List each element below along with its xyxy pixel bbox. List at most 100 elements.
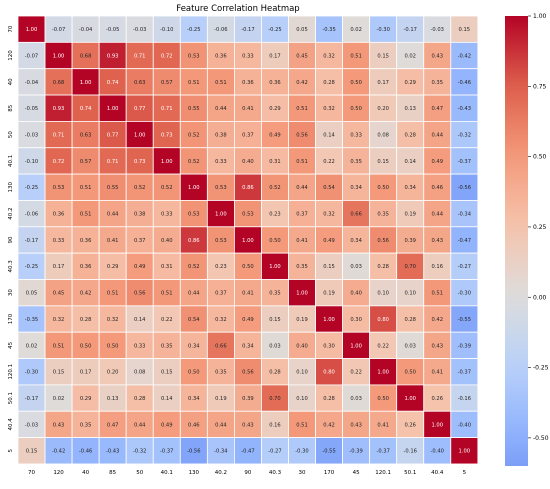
heatmap-cell-value: 0.51 <box>80 212 92 218</box>
heatmap-cell <box>179 200 208 228</box>
heatmap-cell-value: 0.35 <box>377 212 389 218</box>
heatmap-cell-value: 0.36 <box>53 212 65 218</box>
heatmap-cell-value: -0.40 <box>458 422 471 428</box>
heatmap-cell-value: 0.29 <box>269 106 281 112</box>
heatmap-cell <box>288 68 316 96</box>
heatmap-cell-value: 0.44 <box>188 291 200 297</box>
heatmap-cell-value: 1.00 <box>431 422 443 428</box>
heatmap-cell-value: 0.38 <box>134 212 146 218</box>
heatmap-cell <box>71 147 100 175</box>
x-tick-label: 40 <box>82 470 89 476</box>
heatmap-cell-value: 0.15 <box>161 370 173 376</box>
heatmap-cell-value: 1.00 <box>296 291 308 297</box>
heatmap-cell-value: -0.10 <box>25 159 38 165</box>
heatmap-cell <box>396 200 425 228</box>
heatmap-cell-value: -0.03 <box>431 27 444 33</box>
x-tick-label: 30 <box>299 470 306 476</box>
heatmap-cell-value: 0.34 <box>350 238 362 244</box>
heatmap-cell-value: 0.36 <box>242 80 254 86</box>
heatmap-cell-value: 0.53 <box>215 238 227 244</box>
heatmap-cell-value: 0.57 <box>161 80 173 86</box>
heatmap-cell <box>44 305 73 333</box>
heatmap-cell-value: 0.35 <box>269 291 281 297</box>
heatmap-cell-value: 0.26 <box>404 422 416 428</box>
x-tick-label: 120 <box>53 470 64 476</box>
heatmap-cell-value: 0.49 <box>161 422 173 428</box>
heatmap-cell <box>233 279 262 307</box>
heatmap-cell-value: 0.51 <box>296 422 308 428</box>
heatmap-cell-value: 0.72 <box>53 159 65 165</box>
heatmap-cell-value: 0.28 <box>323 396 335 402</box>
heatmap-cell-value: 0.08 <box>134 370 146 376</box>
heatmap-cell <box>450 94 479 122</box>
heatmap-cell-value: 0.05 <box>296 27 308 33</box>
heatmap-cell-value: 0.02 <box>26 343 38 349</box>
heatmap-cell-value: 0.34 <box>188 343 200 349</box>
heatmap-cell <box>450 305 479 333</box>
heatmap-cell <box>44 226 73 254</box>
heatmap-cell <box>423 94 452 122</box>
heatmap-cell <box>315 68 343 96</box>
heatmap-cell-value: 0.51 <box>350 53 362 59</box>
heatmap-cell-value: -0.30 <box>295 449 308 455</box>
heatmap-cell <box>71 41 100 70</box>
heatmap-cell-value: 0.35 <box>431 80 443 86</box>
heatmap-cell-value: 0.74 <box>107 80 119 86</box>
heatmap-cell-value: 0.34 <box>350 185 362 191</box>
heatmap-cell-value: -0.03 <box>25 132 38 138</box>
heatmap-cell-value: 0.52 <box>269 185 281 191</box>
heatmap-cell-value: 0.44 <box>296 185 308 191</box>
heatmap-cell-value: 0.50 <box>188 370 200 376</box>
heatmap-cell-value: 0.52 <box>188 132 200 138</box>
heatmap-cell <box>206 410 235 439</box>
heatmap-cell <box>261 331 289 359</box>
heatmap-cell-value: -0.05 <box>106 27 119 33</box>
heatmap-cell <box>261 305 289 333</box>
heatmap-cell-value: 0.28 <box>80 317 92 323</box>
heatmap-cell-value: 0.42 <box>296 80 308 86</box>
heatmap-cell <box>206 68 235 96</box>
heatmap-cell-value: -0.06 <box>214 27 227 33</box>
heatmap-cell-value: 0.71 <box>107 159 119 165</box>
heatmap-cell-value: 0.33 <box>215 159 227 165</box>
heatmap-cell-value: 0.20 <box>377 106 389 112</box>
heatmap-cell <box>423 437 452 465</box>
heatmap-cell-value: 0.43 <box>431 343 443 349</box>
heatmap-cell-value: 0.39 <box>242 396 254 402</box>
heatmap-cell <box>98 437 127 465</box>
heatmap-cell <box>315 226 343 254</box>
heatmap-cell-value: 0.16 <box>269 422 281 428</box>
heatmap-cell-value: 0.38 <box>215 132 227 138</box>
heatmap-cell-value: 0.51 <box>188 80 200 86</box>
heatmap-cell <box>17 121 46 149</box>
heatmap-cell <box>179 305 208 333</box>
heatmap-cell-value: 0.74 <box>80 106 92 112</box>
heatmap-cell-value: 0.37 <box>215 291 227 297</box>
heatmap-cell-value: -0.35 <box>25 317 38 323</box>
heatmap-cell-value: 0.03 <box>350 396 362 402</box>
heatmap-cell-value: -0.27 <box>458 264 471 270</box>
heatmap-cell-value: -0.06 <box>25 212 38 218</box>
heatmap-cell-value: -0.40 <box>431 449 444 455</box>
heatmap-cell <box>396 226 425 254</box>
colorbar-tick-label: -0.25 <box>533 365 549 372</box>
heatmap-cell <box>152 437 181 465</box>
heatmap-cell <box>17 410 46 439</box>
heatmap-cell <box>71 410 100 439</box>
heatmap-cell <box>288 410 316 439</box>
heatmap-cell <box>179 121 208 149</box>
heatmap-cell-value: 0.56 <box>296 132 308 138</box>
heatmap-cell-value: 0.56 <box>134 291 146 297</box>
heatmap-cell-value: 0.71 <box>53 132 65 138</box>
heatmap-cell-value: 0.53 <box>242 212 254 218</box>
heatmap-cell <box>288 279 316 307</box>
heatmap-cell <box>206 94 235 122</box>
heatmap-cell <box>423 121 452 149</box>
heatmap-cell-value: 0.45 <box>296 53 308 59</box>
heatmap-cell-value: 0.41 <box>431 370 443 376</box>
heatmap-cell-value: 0.22 <box>377 343 389 349</box>
heatmap-cell <box>152 15 181 43</box>
heatmap-cell <box>71 252 100 280</box>
heatmap-cell-value: 0.34 <box>188 396 200 402</box>
heatmap-cell <box>450 68 479 96</box>
